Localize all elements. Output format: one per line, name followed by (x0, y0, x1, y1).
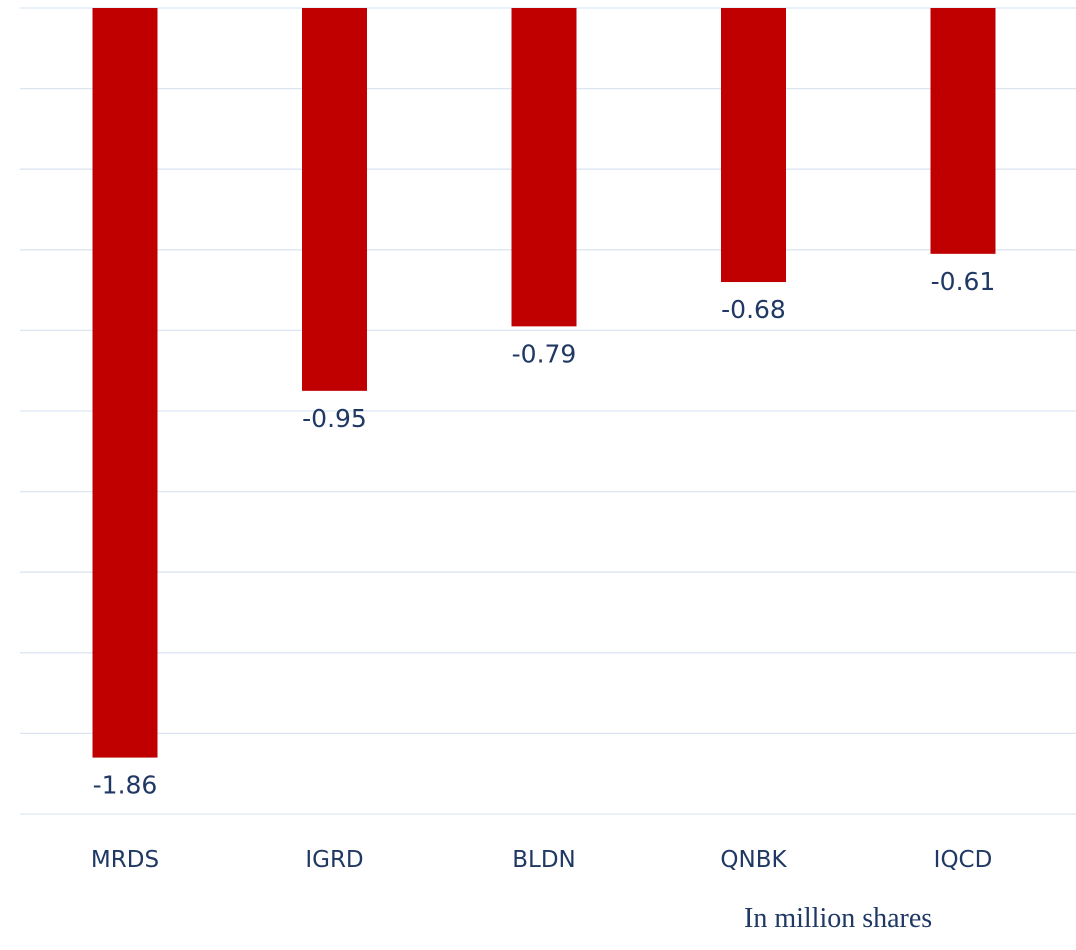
x-tick-label-bldn: BLDN (512, 847, 576, 873)
bar-qnbk (721, 8, 786, 283)
bars (92, 8, 996, 758)
data-label-qnbk: -0.68 (721, 295, 786, 324)
data-label-mrds: -1.86 (93, 771, 158, 800)
bar-bldn (511, 8, 577, 327)
x-tick-label-mrds: MRDS (91, 847, 159, 873)
bar-iqcd (930, 8, 996, 254)
unit-note: In million shares (744, 903, 933, 934)
gridlines (20, 7, 1076, 815)
bar-igrd (302, 8, 367, 391)
data-label-igrd: -0.95 (302, 404, 367, 433)
bar-mrds (92, 8, 158, 758)
x-tick-label-iqcd: IQCD (934, 847, 993, 873)
data-label-iqcd: -0.61 (931, 267, 996, 296)
x-tick-labels: MRDS IGRD BLDN QNBK IQCD (91, 847, 992, 873)
data-labels: -1.86 -0.95 -0.79 -0.68 -0.61 (93, 267, 996, 800)
x-tick-label-qnbk: QNBK (720, 847, 787, 873)
x-tick-label-igrd: IGRD (305, 847, 363, 873)
data-label-bldn: -0.79 (512, 339, 577, 368)
